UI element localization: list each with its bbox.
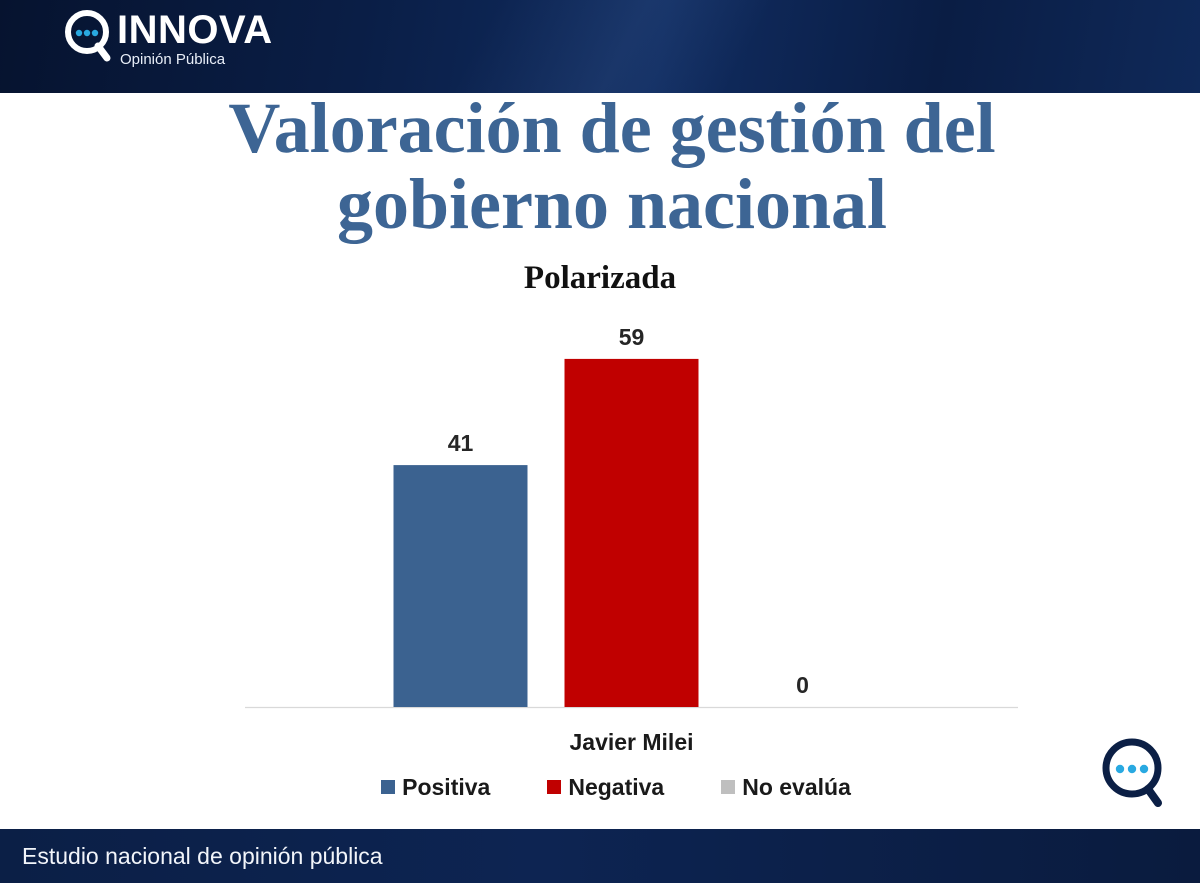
- chart-legend: Positiva Negativa No evalúa: [116, 773, 1116, 801]
- footer-text: Estudio nacional de opinión pública: [22, 843, 383, 869]
- slide-title-line-1: Valoración de gestión del: [228, 88, 996, 168]
- legend-label-no-evalua: No evalúa: [742, 774, 851, 800]
- legend-swatch-negativa: [547, 780, 562, 794]
- slide-title-line-2: gobierno nacional: [336, 164, 888, 244]
- data-labels: 41 59 0: [448, 324, 809, 698]
- brand-tagline: Opinión Pública: [120, 51, 226, 68]
- legend-swatch-no-evalua: [721, 780, 736, 794]
- legend-label-positiva: Positiva: [402, 774, 491, 800]
- bars: [393, 358, 699, 707]
- bar-positiva: [393, 465, 528, 707]
- data-label-negativa: 59: [619, 324, 645, 350]
- header-banner: INNOVA Opinión Pública: [0, 0, 1200, 93]
- bar-negativa: [564, 358, 699, 707]
- category-label: Javier Milei: [569, 729, 693, 755]
- legend-item-no-evalua: No evalúa: [721, 773, 851, 801]
- slide-title: Valoración de gestión del gobierno nacio…: [112, 90, 1112, 242]
- chart-title: Polarizada: [523, 260, 677, 296]
- search-chat-icon: [1102, 738, 1162, 807]
- bar-chart: 41 59 0 Javier Milei: [245, 324, 1018, 755]
- footer-banner: Estudio nacional de opinión pública: [0, 829, 1200, 883]
- legend-item-negativa: Negativa: [547, 773, 664, 801]
- data-label-positiva: 41: [448, 430, 474, 456]
- legend-swatch-positiva: [381, 780, 396, 794]
- brand-name: INNOVA: [117, 8, 273, 52]
- legend-label-negativa: Negativa: [568, 774, 665, 800]
- search-chat-icon: [65, 10, 111, 62]
- legend-item-positiva: Positiva: [381, 773, 490, 801]
- data-label-no-evalua: 0: [796, 672, 809, 698]
